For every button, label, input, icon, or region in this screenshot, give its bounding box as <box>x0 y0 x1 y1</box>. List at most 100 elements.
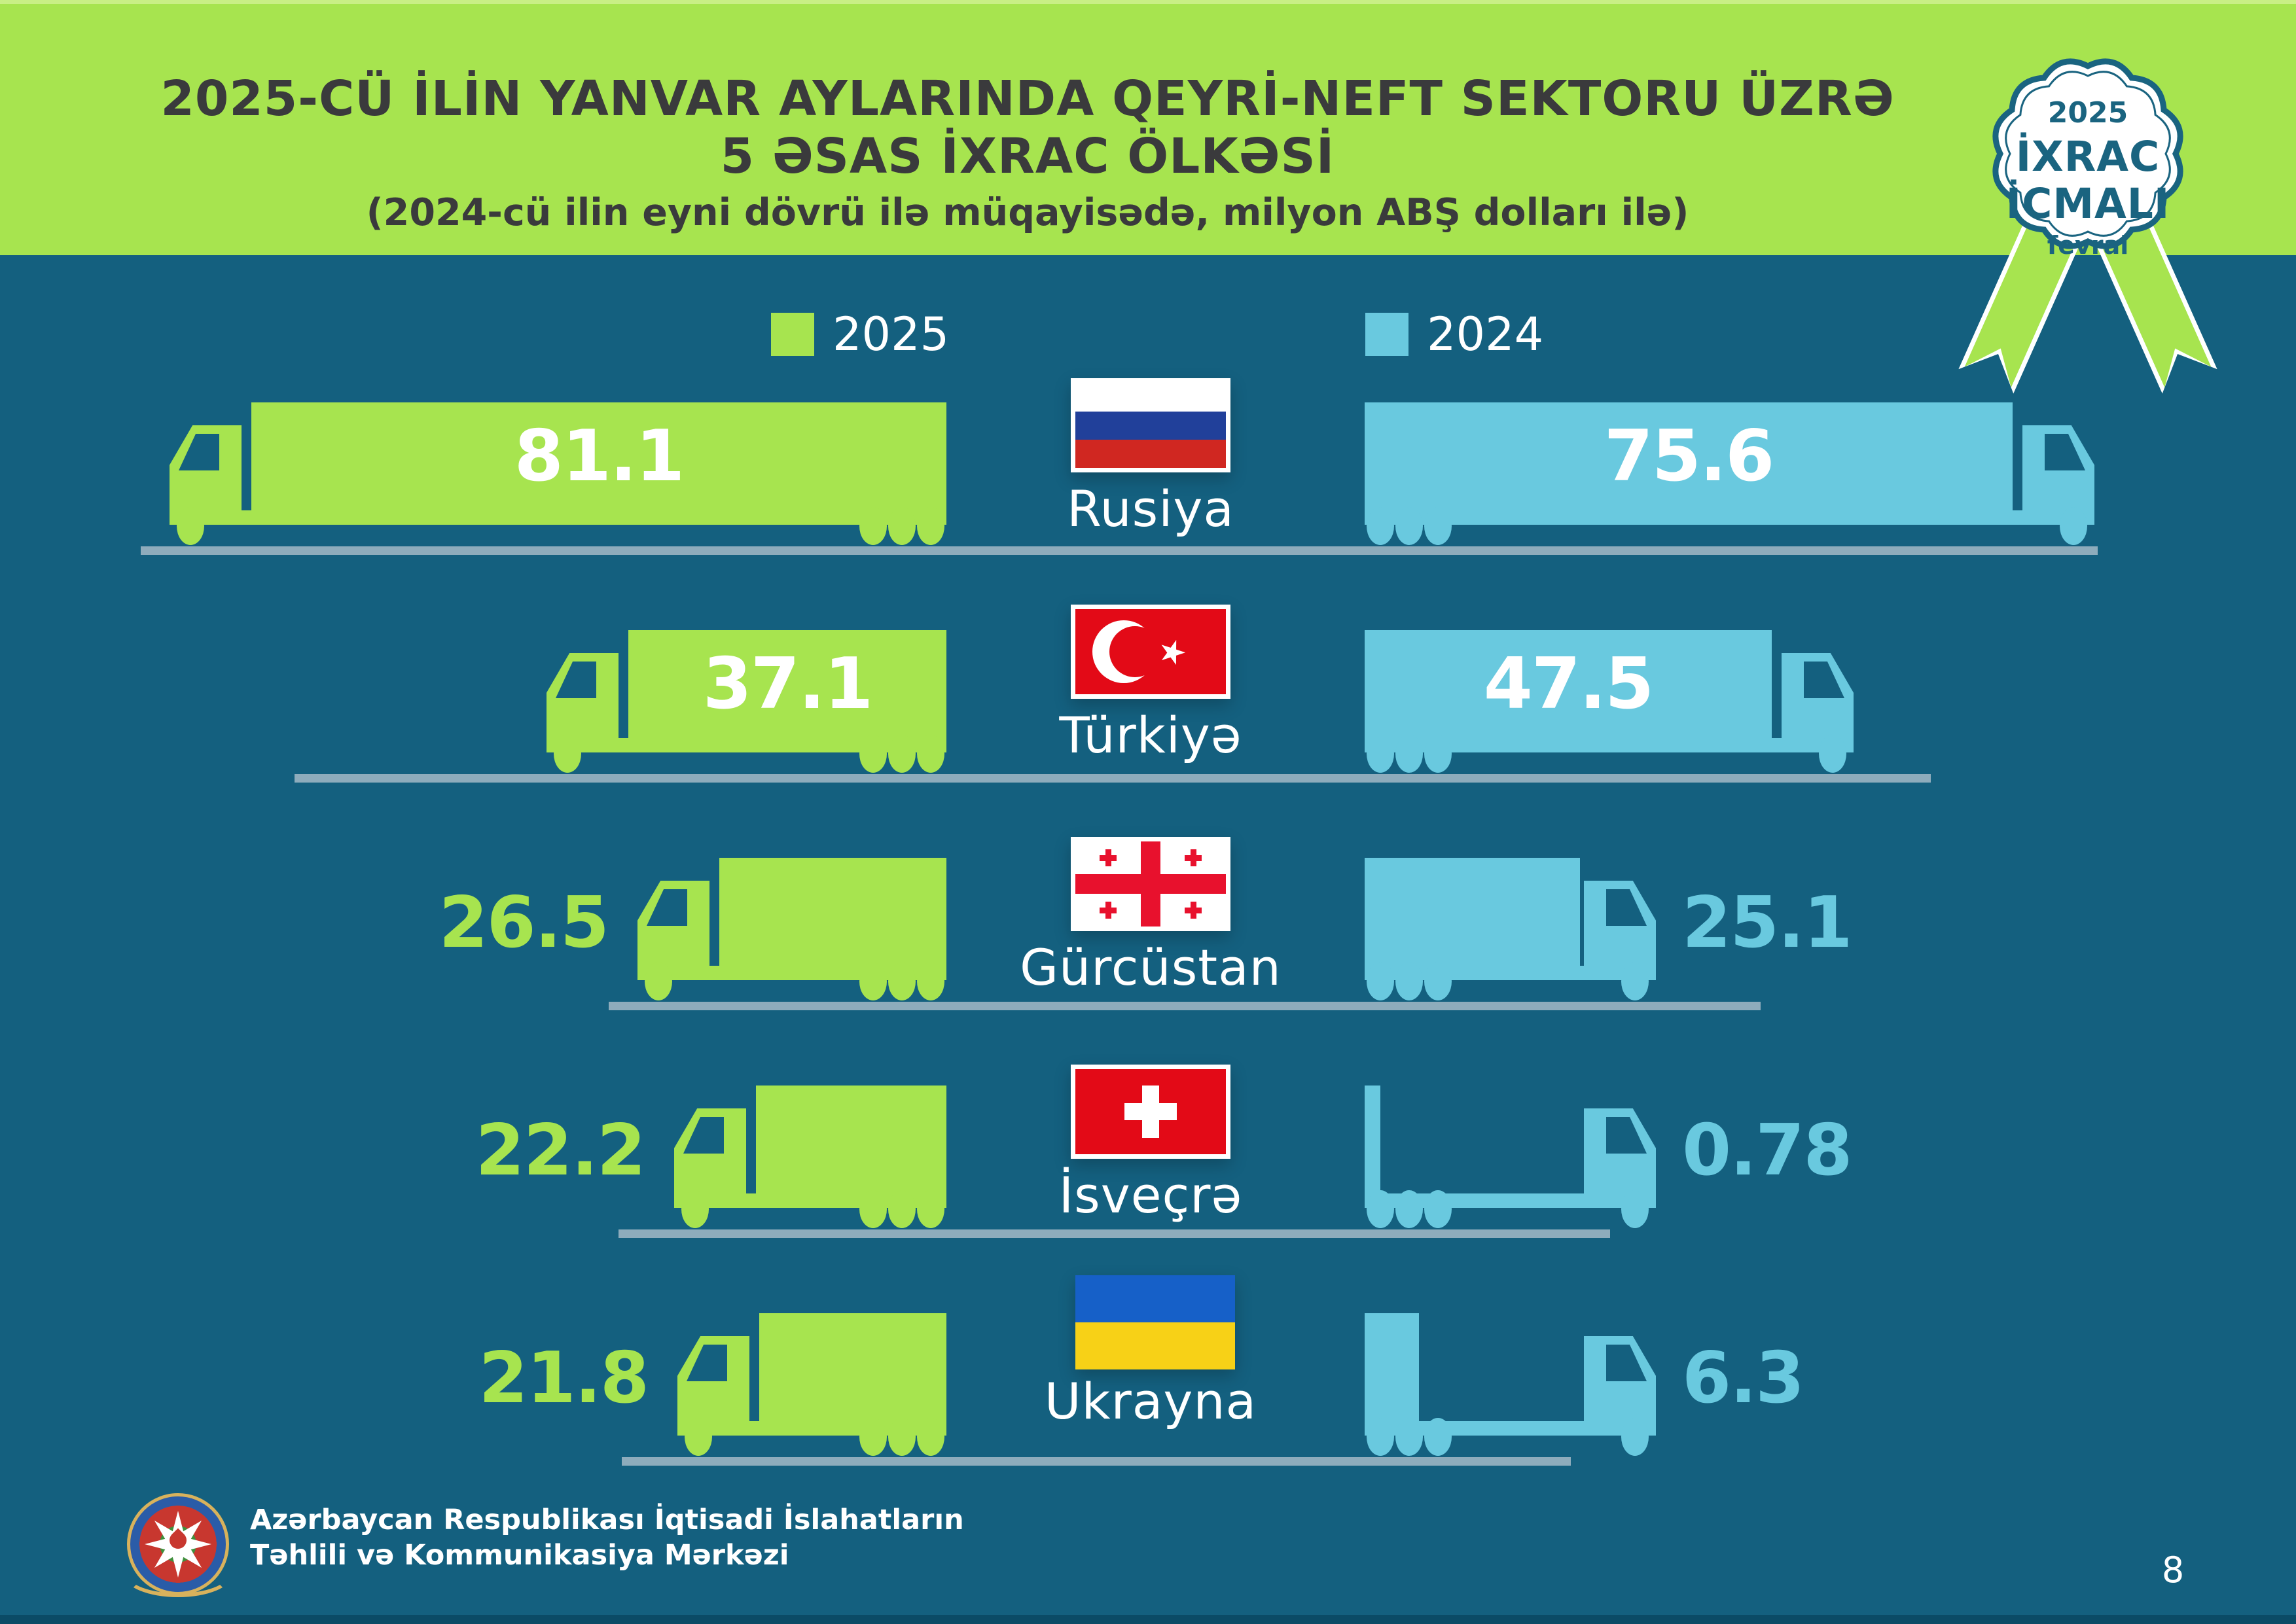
legend-item-2024: 2024 <box>1365 308 1543 361</box>
truck-wheel-icon <box>1621 1418 1649 1456</box>
truck-wheel-icon <box>888 735 916 773</box>
truck-wheel-icon <box>1819 735 1846 773</box>
page-subtitle: (2024-cü ilin eyni dövrü ilə müqayisədə,… <box>366 191 1689 234</box>
value-label-blue: 75.6 <box>1604 415 1774 497</box>
truck-trailer-blue <box>1365 1313 1419 1421</box>
page-title-line2: 5 ƏSAS İXRAC ÖLKƏSİ <box>720 128 1335 185</box>
truck-wheel-icon <box>1424 507 1452 545</box>
truck-wheel-icon <box>859 1190 887 1228</box>
truck-wheel-icon <box>554 735 581 773</box>
road-line <box>609 1002 1761 1010</box>
flag-stripe-white <box>1075 383 1226 412</box>
small-cross-icon <box>1191 849 1196 866</box>
truck-wheel-icon <box>917 962 944 1000</box>
badge-title-line2: İCMALI <box>2005 180 2170 228</box>
small-cross-icon <box>1191 902 1196 919</box>
truck-wheel-icon <box>1367 1418 1394 1456</box>
org-name-line1: Azərbaycan Respublikası İqtisadi İslahat… <box>250 1504 964 1536</box>
star-icon <box>1156 636 1189 669</box>
road-line <box>295 774 1931 783</box>
truck-wheel-icon <box>1621 1190 1649 1228</box>
seal-icon <box>1992 58 2183 249</box>
truck-wheel-icon <box>888 507 916 545</box>
truck-trailer-blue <box>1365 858 1580 966</box>
truck-wheel-icon <box>685 1418 712 1456</box>
flag-ru <box>1071 378 1230 472</box>
truck-trailer-blue <box>1365 1086 1380 1193</box>
truck-wheel-icon <box>177 507 204 545</box>
truck-wheel-icon <box>859 962 887 1000</box>
flag-ge <box>1071 837 1230 931</box>
value-label-blue: 0.78 <box>1682 1110 1852 1192</box>
truck-wheel-icon <box>1395 1418 1423 1456</box>
small-cross-icon <box>1105 849 1111 866</box>
value-label-blue: 25.1 <box>1682 882 1852 964</box>
truck-wheel-icon <box>1395 1190 1423 1228</box>
truck-wheel-icon <box>1395 507 1423 545</box>
truck-wheel-icon <box>859 735 887 773</box>
flag-tr <box>1071 605 1230 699</box>
org-name-line2: Təhlili və Kommunikasiya Mərkəzi <box>250 1539 789 1572</box>
truck-trailer-green <box>719 858 946 966</box>
legend-swatch-2024 <box>1365 313 1408 356</box>
export-review-badge: 2025 İXRAC İCMALI fevral <box>1970 36 2206 415</box>
cross-horizontal <box>1075 874 1226 894</box>
truck-wheel-icon <box>1367 735 1394 773</box>
truck-trailer-green <box>756 1086 946 1193</box>
truck-trailer-blue <box>1365 402 2013 510</box>
truck-wheel-icon <box>917 735 944 773</box>
truck-wheel-icon <box>917 507 944 545</box>
truck-wheel-icon <box>1395 962 1423 1000</box>
value-label-blue: 6.3 <box>1682 1337 1804 1419</box>
truck-wheel-icon <box>917 1190 944 1228</box>
badge-year: 2025 <box>2047 96 2128 130</box>
country-label: İsveçrə <box>1058 1166 1243 1224</box>
truck-wheel-icon <box>1367 1190 1394 1228</box>
truck-wheel-icon <box>1395 735 1423 773</box>
road-line <box>622 1457 1571 1466</box>
bottom-edge-strip <box>0 1615 2296 1624</box>
truck-wheel-icon <box>645 962 672 1000</box>
flag-stripe-blue <box>1075 412 1226 440</box>
legend-item-2025: 2025 <box>771 308 949 361</box>
truck-wheel-icon <box>1424 962 1452 1000</box>
truck-wheel-icon <box>888 1418 916 1456</box>
truck-wheel-icon <box>888 1190 916 1228</box>
legend-label-2024: 2024 <box>1427 308 1544 361</box>
flag-stripe-yellow <box>1075 1322 1235 1369</box>
truck-wheel-icon <box>1424 1418 1452 1456</box>
truck-wheel-icon <box>859 507 887 545</box>
truck-wheel-icon <box>1621 962 1649 1000</box>
truck-wheel-icon <box>1367 962 1394 1000</box>
value-label-blue: 47.5 <box>1483 643 1654 725</box>
swiss-cross-horizontal <box>1124 1103 1177 1120</box>
truck-wheel-icon <box>859 1418 887 1456</box>
legend-label-2025: 2025 <box>833 308 950 361</box>
truck-chassis-green <box>547 738 946 752</box>
flag-stripe-red <box>1075 440 1226 468</box>
small-cross-icon <box>1105 902 1111 919</box>
country-label: Rusiya <box>1067 480 1234 538</box>
azerbaijan-emblem-logo <box>124 1493 232 1597</box>
flag-ua <box>1075 1275 1235 1369</box>
value-label-green: 81.1 <box>514 415 685 497</box>
page-title-line1: 2025-CÜ İLİN YANVAR AYLARINDA QEYRİ-NEFT… <box>160 71 1895 127</box>
truck-chassis-blue <box>1365 738 1854 752</box>
country-label: Türkiyə <box>1059 706 1242 764</box>
road-line <box>619 1229 1610 1238</box>
truck-trailer-blue <box>1365 630 1772 738</box>
value-label-green: 22.2 <box>475 1110 646 1192</box>
value-label-green: 37.1 <box>702 643 873 725</box>
truck-wheel-icon <box>888 962 916 1000</box>
truck-trailer-green <box>759 1313 946 1421</box>
truck-wheel-icon <box>1367 507 1394 545</box>
flag-stripe-blue <box>1075 1275 1235 1322</box>
truck-trailer-green <box>628 630 946 738</box>
page-number: 8 <box>2161 1549 2185 1591</box>
top-edge-strip <box>0 0 2296 4</box>
badge-month: fevral <box>2047 231 2129 260</box>
country-label: Gürcüstan <box>1020 938 1282 997</box>
truck-wheel-icon <box>2060 507 2087 545</box>
truck-wheel-icon <box>681 1190 709 1228</box>
